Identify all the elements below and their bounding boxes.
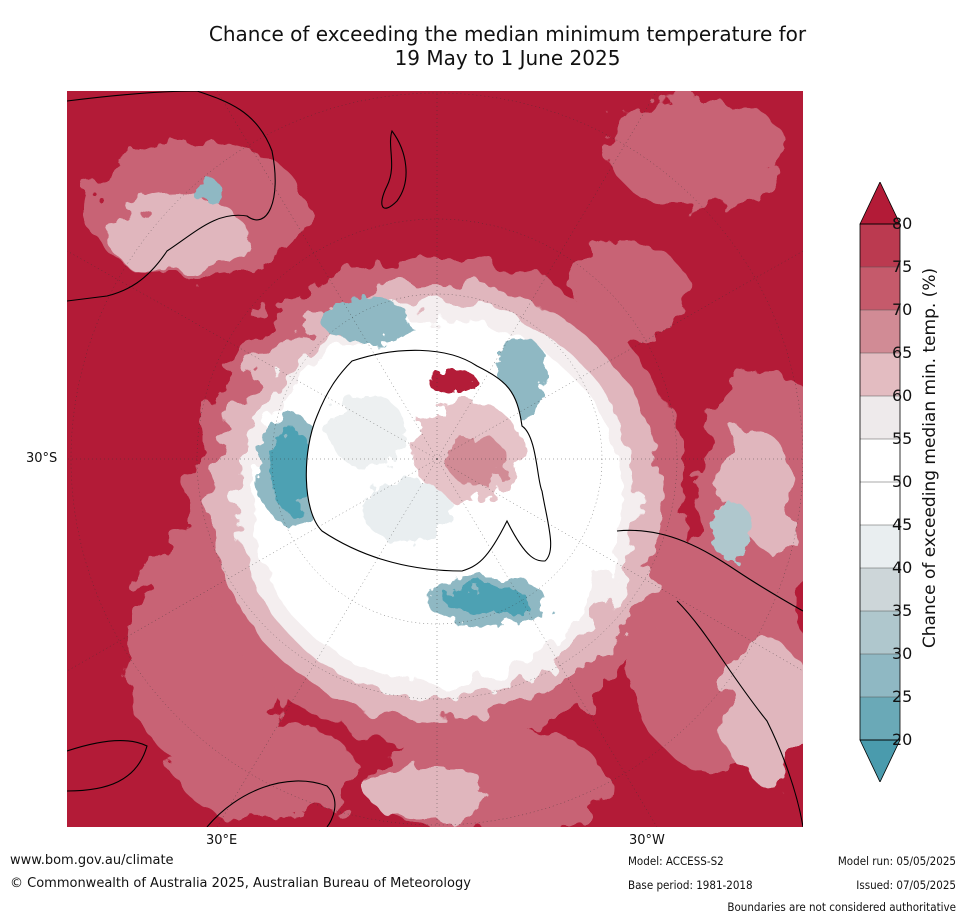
coastlines: [67, 91, 803, 827]
colorbar-tick-label: 70: [892, 300, 913, 319]
colorbar-label: Chance of exceeding median min. temp. (%…: [920, 267, 940, 649]
colorbar-tick-label: 45: [892, 515, 913, 534]
model-name: Model: ACCESS-S2: [628, 854, 724, 868]
colorbar-tick-label: 40: [892, 558, 913, 577]
colorbar-band: [860, 267, 900, 311]
colorbar-tick-label: 35: [892, 601, 913, 620]
lat-label-30s: 30°S: [26, 451, 58, 466]
copyright: © Commonwealth of Australia 2025, Austra…: [10, 876, 471, 891]
colorbar-tick-label: 50: [892, 472, 913, 491]
colorbar-tick-label: 30: [892, 644, 913, 663]
colorbar-band: [860, 396, 900, 440]
base-period: Base period: 1981-2018: [628, 878, 753, 892]
colorbar: [859, 182, 901, 782]
colorbar-tick-label: 65: [892, 343, 913, 362]
colorbar-band: [860, 224, 900, 268]
website-url: www.bom.gov.au/climate: [10, 853, 174, 868]
colorbar-tick-label: 75: [892, 257, 913, 276]
polar-map: [67, 91, 803, 827]
colorbar-tick-label: 20: [892, 730, 913, 749]
colorbar-tick-label: 80: [892, 214, 913, 233]
map-panel: [67, 91, 803, 827]
colorbar-band: [860, 310, 900, 354]
colorbar-band: [860, 482, 900, 526]
colorbar-tick-label: 25: [892, 687, 913, 706]
lon-label-30w: 30°W: [629, 833, 665, 848]
colorbar-band: [860, 439, 900, 483]
boundaries-disclaimer: Boundaries are not considered authoritat…: [727, 900, 956, 914]
title-line-2: 19 May to 1 June 2025: [394, 46, 621, 70]
map-title: Chance of exceeding the median minimum t…: [100, 22, 915, 70]
colorbar-band: [860, 568, 900, 612]
antarctica: [305, 349, 552, 572]
colorbar-band: [860, 697, 900, 741]
colorbar-tick-label: 60: [892, 386, 913, 405]
issued-date: Issued: 07/05/2025: [856, 878, 956, 892]
colorbar-band: [860, 353, 900, 397]
graticule: [67, 91, 803, 827]
model-run: Model run: 05/05/2025: [837, 854, 956, 868]
lon-label-30e: 30°E: [206, 833, 238, 848]
colorbar-band: [860, 611, 900, 655]
title-line-1: Chance of exceeding the median minimum t…: [208, 22, 807, 46]
colorbar-band: [860, 525, 900, 569]
colorbar-tick-label: 55: [892, 429, 913, 448]
colorbar-band: [860, 654, 900, 698]
